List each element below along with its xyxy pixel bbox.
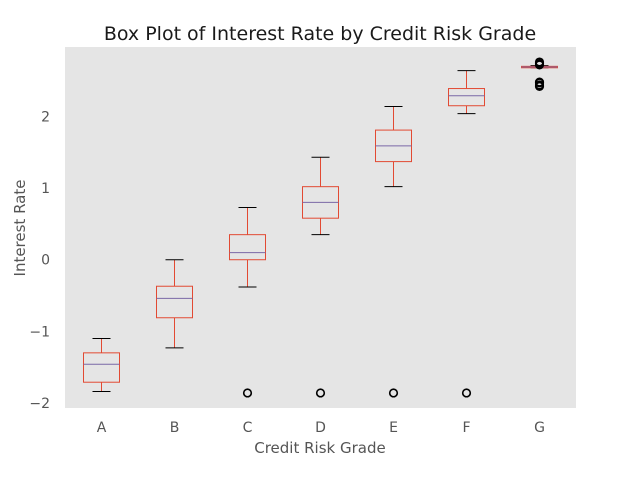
box-group-c: [229, 206, 266, 398]
x-tick-label: F: [462, 420, 470, 436]
y-tick-label: 2: [41, 109, 50, 125]
y-tick-label: 1: [41, 181, 50, 197]
x-tick-label: E: [389, 420, 398, 436]
y-tick-label: 0: [41, 253, 50, 269]
x-axis-ticks: A B C D E F G: [97, 420, 545, 436]
y-tick-label: −2: [29, 396, 50, 412]
x-tick-label: C: [243, 420, 253, 436]
box-a: [83, 352, 120, 383]
y-axis-label: Interest Rate: [11, 180, 29, 277]
outlier-point: [242, 388, 253, 398]
outlier-point: [534, 57, 545, 67]
box-group-b: [156, 259, 193, 349]
y-axis-ticks: −2 −1 0 1 2: [29, 109, 50, 412]
x-tick-label: B: [170, 420, 180, 436]
chart-title: Box Plot of Interest Rate by Credit Risk…: [104, 23, 536, 45]
box-group-g: [521, 57, 558, 91]
box-c: [229, 234, 266, 261]
box-b: [156, 285, 193, 319]
outlier-point: [315, 388, 326, 398]
outlier-point: [388, 388, 399, 398]
box-group-f: [448, 70, 485, 398]
box-group-a: [83, 338, 120, 393]
x-tick-label: D: [315, 420, 326, 436]
x-tick-label: G: [534, 420, 545, 436]
box-group-e: [375, 105, 412, 398]
box-f: [448, 88, 485, 107]
y-tick-label: −1: [29, 324, 50, 340]
x-axis-label: Credit Risk Grade: [254, 439, 385, 457]
outlier-point: [534, 77, 545, 87]
boxes-layer: [83, 57, 558, 398]
outlier-point: [461, 388, 472, 398]
box-group-d: [302, 156, 339, 398]
x-tick-label: A: [97, 420, 107, 436]
